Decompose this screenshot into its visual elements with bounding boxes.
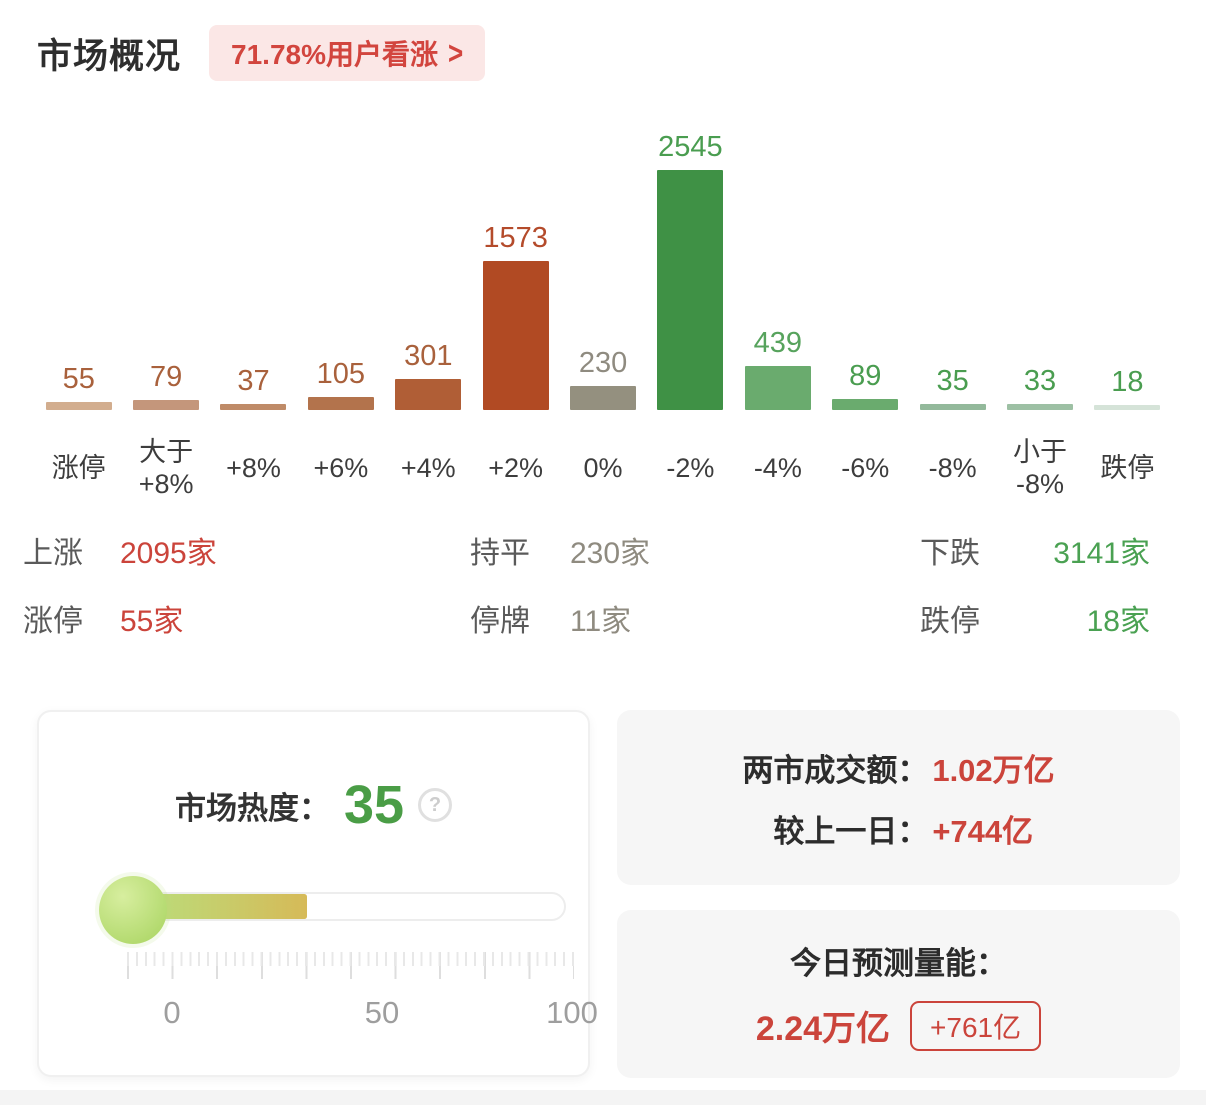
summary-label-down: 下跌 [920,537,980,570]
chart-column: 2545 [647,131,734,410]
page-title: 市场概况 [37,36,182,76]
category-label: +6% [313,452,369,483]
summary-label-up: 上涨 [23,537,83,570]
chart-column: 37 [210,365,297,410]
heat-track [133,892,566,921]
chart-column: 301 [385,340,472,410]
sentiment-badge[interactable]: 71.78%用户看涨 > [209,25,486,81]
turnover-card: 两市成交额： 1.02万亿 较上一日： +744亿 [617,710,1180,885]
turnover-value: 1.02万亿 [932,752,1055,788]
bar-value-label: 55 [62,363,95,395]
bottom-cards: 市场热度： 35 ? 0 50 100 两市成交额： 1.02万亿 较上一日： … [37,710,1180,1078]
market-heat-card: 市场热度： 35 ? 0 50 100 [37,710,598,1077]
forecast-value: 2.24万亿 [755,1010,891,1048]
header: 市场概况 71.78%用户看涨 > [0,0,1206,81]
chart-column: 18 [1084,366,1171,410]
bar-value-label: 230 [578,347,628,379]
summary-value-down: 3141家 [1053,537,1150,570]
bar [1006,404,1073,410]
summary-value-suspended: 11家 [570,605,632,638]
heat-scale-0: 0 [163,995,181,1030]
market-summary: 上涨 2095家 持平 230家 下跌 3141家 涨停 55家 停牌 11家 … [23,528,1150,640]
category-label: 跌停 [1100,452,1155,483]
category-label: -8% [928,452,977,483]
bar-value-label: 89 [849,360,882,392]
heat-thermometer [69,874,568,946]
chart-column: 79 [122,361,209,410]
summary-value-limit-up: 55家 [120,605,184,638]
category-label: +2% [488,452,544,483]
bottom-strip [0,1090,1206,1105]
bar [133,400,200,410]
summary-label-flat: 持平 [470,537,530,570]
summary-value-limit-down: 18家 [1086,605,1150,638]
turnover-change-label: 较上一日： [773,813,929,849]
bar [657,170,724,410]
forecast-title: 今日预测量能： [790,945,1007,981]
heat-scale: 0 50 100 [69,995,597,1035]
chart-column: 89 [822,360,909,410]
chart-column: 55 [35,363,122,410]
chevron-right-icon: > [447,33,464,72]
category-label: +8% [226,452,281,483]
heat-bulb [99,876,167,944]
bar-value-label: 37 [237,365,270,397]
bar [744,366,811,410]
bar-value-label: 2545 [658,131,723,163]
category-label: -6% [841,452,890,483]
bar-value-label: 79 [149,361,183,393]
heat-scale-50: 50 [364,995,400,1030]
category-label: 涨停 [51,452,106,483]
category-label: 小于 -8% [1012,436,1067,499]
bar [307,397,374,410]
chart-column: 230 [559,347,646,410]
heat-title: 市场热度： [174,790,330,826]
category-label: +4% [400,452,456,483]
summary-label-limit-down: 跌停 [920,605,980,638]
chart-categories: 涨停 大于 +8% +8% +6% +4% +2% 0% -2% -4% -6% -8% 小于 -8%… [35,424,1171,512]
bar [45,402,112,410]
bar-value-label: 105 [316,358,366,390]
turnover-change-value: +744亿 [932,813,1034,849]
chart-column: 105 [297,358,384,410]
heat-scale-100: 100 [546,995,598,1030]
summary-value-flat: 230家 [570,537,651,570]
category-label: -4% [753,452,802,483]
forecast-card: 今日预测量能： 2.24万亿 +761亿 [617,910,1180,1078]
chart-column: 35 [909,365,996,410]
bar-value-label: 33 [1023,365,1057,397]
sentiment-badge-label: 71.78%用户看涨 [231,39,438,70]
chart-bars: 55 79 37 105 301 1573 230 2545 439 89 35 33 18 [35,112,1171,410]
bar [570,386,637,410]
bar [919,404,986,410]
distribution-chart: 55 79 37 105 301 1573 230 2545 439 89 35 33 18 涨停 大于 … [35,112,1171,512]
bar [1094,405,1161,410]
chart-column: 33 [996,365,1083,410]
heat-value: 35 [343,775,405,835]
help-icon[interactable]: ? [418,788,453,822]
heat-ruler-ticks [127,952,574,979]
forecast-change-badge: +761亿 [910,1000,1042,1051]
bar [832,399,899,410]
summary-value-up: 2095家 [120,537,217,570]
category-label: 0% [583,452,623,483]
summary-label-suspended: 停牌 [470,605,530,638]
bar [220,404,287,410]
summary-label-limit-up: 涨停 [23,605,83,638]
category-label: 大于 +8% [138,436,194,499]
bar-value-label: 35 [936,365,969,397]
bar [482,261,549,410]
bar [395,379,462,410]
chart-column: 1573 [472,222,559,410]
bar-value-label: 18 [1111,366,1144,398]
bar-value-label: 439 [753,327,803,359]
turnover-label: 两市成交额： [742,752,929,788]
chart-column: 439 [734,327,821,410]
bar-value-label: 1573 [483,222,548,254]
bar-value-label: 301 [404,340,453,372]
category-label: -2% [666,452,715,483]
